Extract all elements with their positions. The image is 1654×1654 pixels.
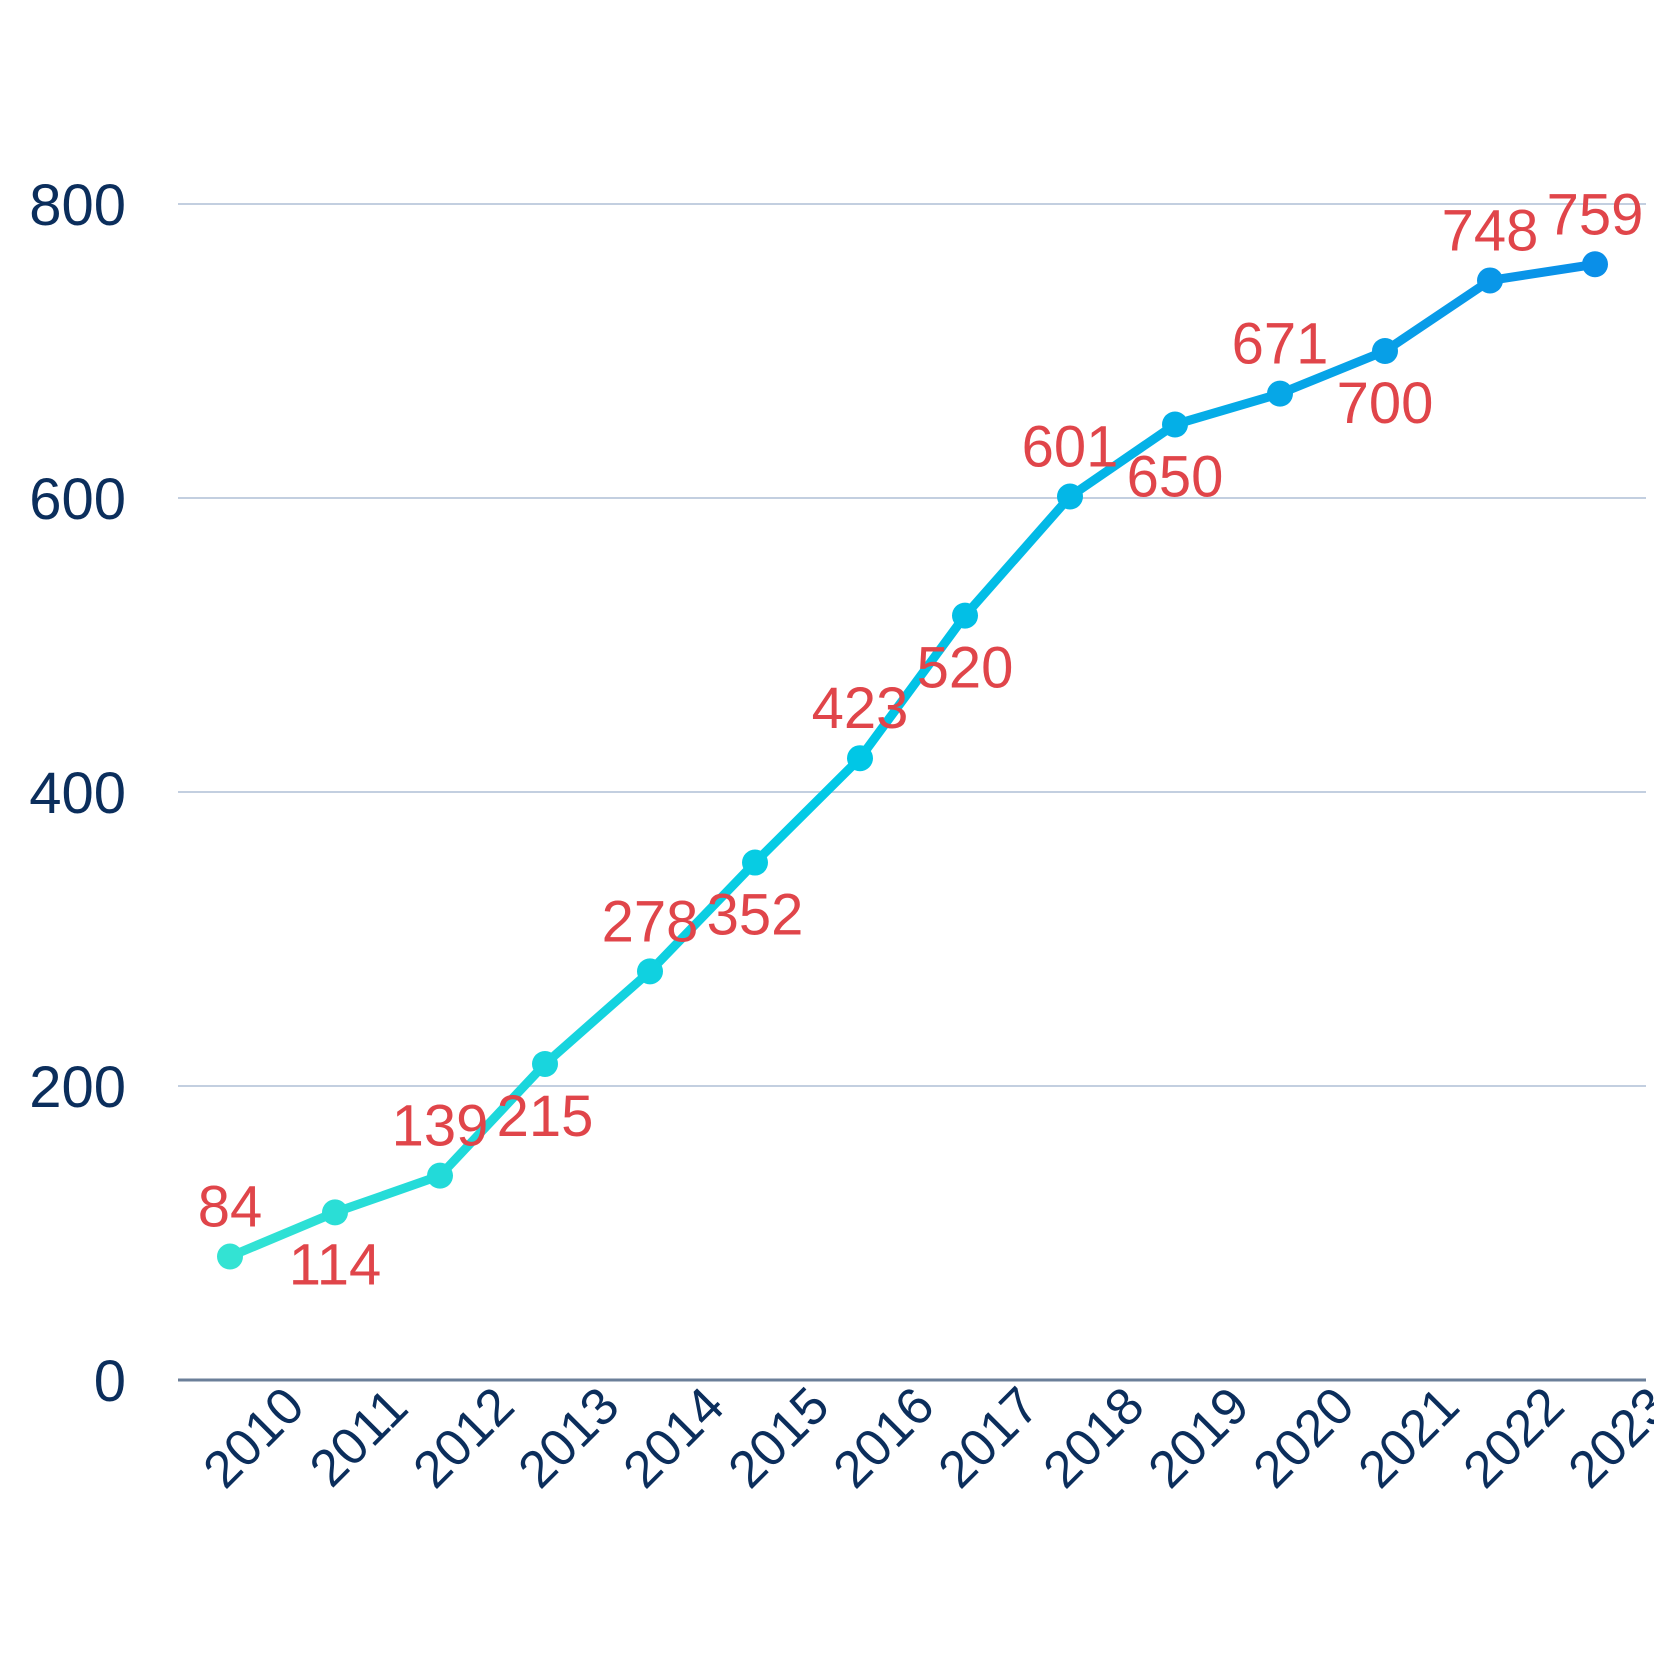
- data-point: [217, 1243, 243, 1270]
- data-point: [1162, 411, 1188, 438]
- data-label: 423: [812, 676, 909, 741]
- y-axis-ticks: 0 200 400 600 800: [29, 173, 126, 1414]
- y-tick-label: 0: [94, 1349, 126, 1414]
- data-label: 520: [917, 636, 1014, 701]
- x-tick-label: 2021: [1348, 1377, 1471, 1500]
- data-point: [427, 1162, 453, 1189]
- data-point: [952, 602, 978, 629]
- data-point: [637, 958, 663, 985]
- data-point: [1477, 267, 1503, 294]
- x-tick-label: 2019: [1138, 1377, 1261, 1500]
- x-tick-label: 2011: [299, 1378, 419, 1498]
- data-label: 748: [1442, 198, 1539, 263]
- data-point: [847, 745, 873, 772]
- x-tick-label: 2020: [1243, 1377, 1366, 1500]
- data-label: 352: [707, 883, 804, 948]
- data-label: 759: [1547, 182, 1644, 247]
- y-tick-label: 800: [29, 173, 126, 238]
- y-tick-label: 600: [29, 467, 126, 532]
- x-tick-label: 2012: [403, 1377, 526, 1500]
- data-point: [1582, 251, 1608, 278]
- x-tick-label: 2018: [1033, 1377, 1156, 1500]
- series-line: [225, 259, 1600, 1262]
- data-label: 700: [1337, 371, 1434, 436]
- data-point: [1267, 380, 1293, 407]
- data-point: [742, 849, 768, 876]
- x-tick-label: 2017: [928, 1377, 1051, 1500]
- data-label: 84: [198, 1175, 263, 1240]
- data-point: [322, 1199, 348, 1226]
- x-tick-label: 2022: [1453, 1377, 1576, 1500]
- data-label: 114: [289, 1232, 381, 1297]
- y-tick-label: 400: [29, 761, 126, 826]
- series-points: [217, 251, 1608, 1270]
- x-tick-label: 2016: [823, 1377, 946, 1500]
- x-tick-label: 2015: [718, 1377, 841, 1500]
- data-label: 215: [497, 1084, 594, 1149]
- x-tick-label: 2013: [508, 1377, 631, 1500]
- data-point: [1372, 338, 1398, 364]
- x-axis-ticks: 2010201120122013201420152016201720182019…: [193, 1377, 1654, 1500]
- data-label: 139: [392, 1094, 489, 1159]
- series-line-path: [225, 259, 1600, 1262]
- data-point: [532, 1050, 558, 1077]
- data-label: 671: [1232, 312, 1329, 377]
- data-label: 601: [1022, 415, 1119, 480]
- x-tick-label: 2023: [1558, 1377, 1654, 1500]
- y-tick-label: 200: [29, 1055, 126, 1120]
- data-label: 650: [1127, 445, 1224, 510]
- x-tick-label: 2010: [193, 1377, 316, 1500]
- x-tick-label: 2014: [613, 1377, 736, 1500]
- gridlines: [178, 203, 1646, 1382]
- data-point: [1057, 483, 1083, 510]
- data-label: 278: [602, 889, 699, 954]
